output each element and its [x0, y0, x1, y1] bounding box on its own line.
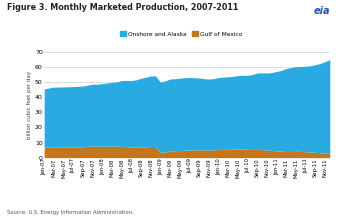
Text: Figure 3. Monthly Marketed Production, 2007-2011: Figure 3. Monthly Marketed Production, 2… [7, 3, 238, 12]
Y-axis label: billion cubic feet per day: billion cubic feet per day [27, 71, 32, 139]
Text: eia: eia [313, 6, 330, 16]
Legend: Onshore and Alaska, Gulf of Mexico: Onshore and Alaska, Gulf of Mexico [120, 32, 242, 37]
Text: Source: U.S. Energy Information Administration.: Source: U.S. Energy Information Administ… [7, 210, 133, 215]
